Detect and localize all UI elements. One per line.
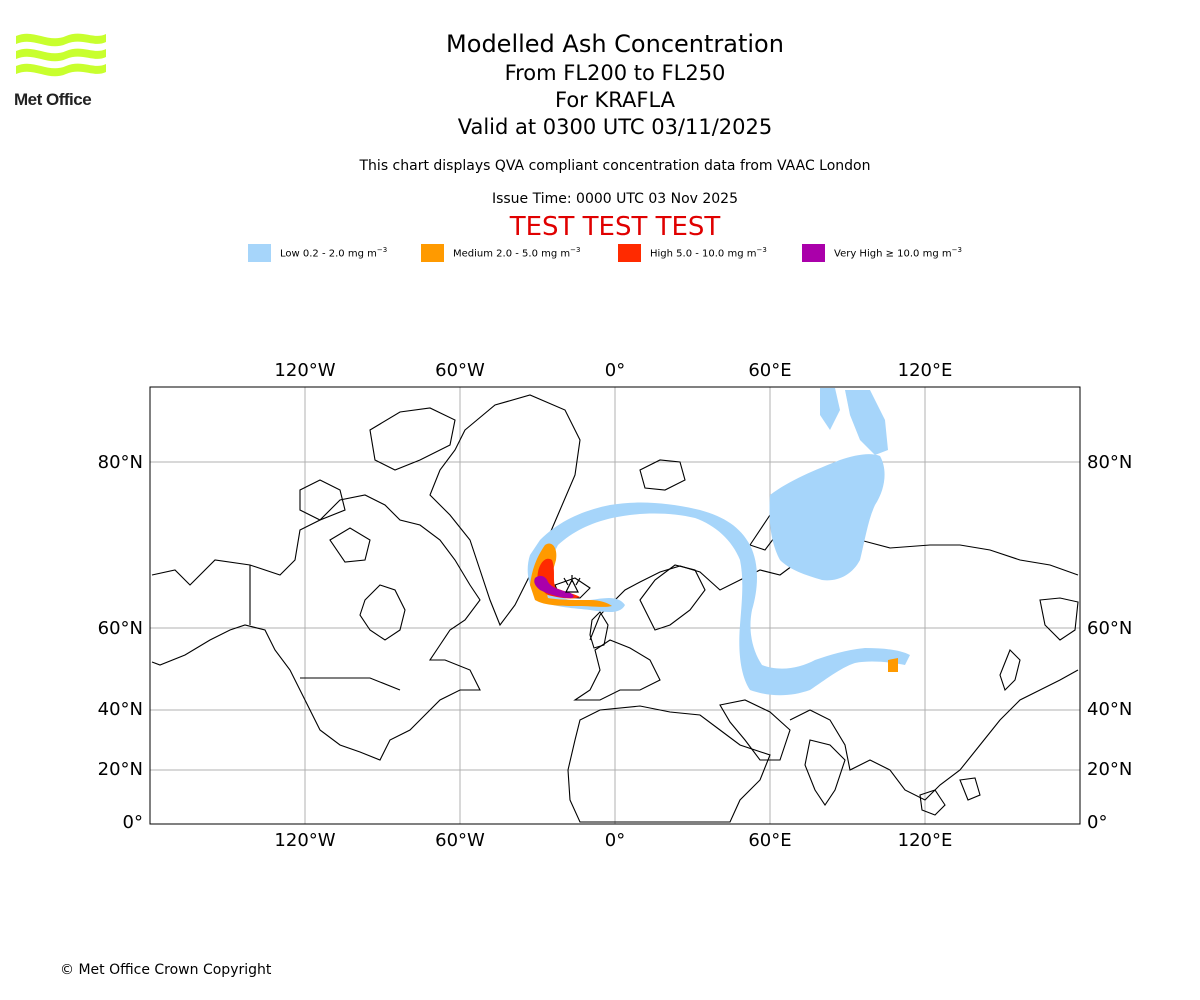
lon-label: 120°W (274, 360, 335, 381)
logo-text: Met Office (14, 90, 92, 109)
subtitle: This chart displays QVA compliant concen… (359, 158, 871, 174)
ash-low-plume (527, 388, 910, 696)
logo-waves-icon (16, 33, 106, 77)
legend-item-high: High 5.0 - 10.0 mg m−3 (618, 244, 767, 262)
ash-map: 120°W 60°W 0° 60°E 120°E 120°W 60°W 0° 6… (0, 340, 1200, 860)
lat-label: 20°N (1087, 759, 1132, 780)
test-banner: TEST TEST TEST (509, 212, 721, 242)
lon-label: 60°W (435, 830, 485, 851)
lat-label: 40°N (1087, 699, 1132, 720)
legend-item-low: Low 0.2 - 2.0 mg m−3 (248, 244, 387, 262)
legend-exponent: −3 (951, 246, 962, 255)
legend-item-medium: Medium 2.0 - 5.0 mg m−3 (421, 244, 580, 262)
lat-label: 80°N (98, 452, 143, 473)
legend-exponent: −3 (756, 246, 767, 255)
chart-titles: Modelled Ash Concentration From FL200 to… (0, 28, 1200, 141)
legend-swatch-very-high (802, 244, 825, 262)
volcano-icon (563, 575, 581, 593)
map-frame (149, 386, 1081, 825)
legend-exponent: −3 (570, 246, 581, 255)
met-office-logo: Met Office (14, 30, 108, 114)
lat-label: 60°N (98, 618, 143, 639)
lat-label: 0° (1087, 812, 1107, 833)
copyright: © Met Office Crown Copyright (60, 962, 272, 978)
valid-time: Valid at 0300 UTC 03/11/2025 (457, 115, 773, 139)
lat-label: 40°N (98, 699, 143, 720)
map-svg: 120°W 60°W 0° 60°E 120°E 120°W 60°W 0° 6… (98, 360, 1133, 851)
lon-label: 120°W (274, 830, 335, 851)
lon-label: 60°E (748, 360, 791, 381)
lon-label: 0° (605, 830, 625, 851)
legend-swatch-medium (421, 244, 444, 262)
lat-label: 60°N (1087, 618, 1132, 639)
legend-label-high: High 5.0 - 10.0 mg m (650, 248, 757, 260)
issue-time: Issue Time: 0000 UTC 03 Nov 2025 (491, 191, 739, 207)
volcano-name: For KRAFLA (555, 88, 675, 112)
legend-exponent: −3 (376, 246, 388, 255)
lat-label: 20°N (98, 759, 143, 780)
lon-label: 60°E (748, 830, 791, 851)
lon-labels-bottom: 120°W 60°W 0° 60°E 120°E (274, 830, 952, 851)
coastlines (151, 394, 1079, 823)
legend-label-very-high: Very High ≥ 10.0 mg m (834, 248, 952, 260)
lat-labels-left: 80°N 60°N 40°N 20°N 0° (98, 452, 143, 833)
flight-levels: From FL200 to FL250 (504, 61, 726, 85)
lon-label: 60°W (435, 360, 485, 381)
page-title: Modelled Ash Concentration (446, 30, 784, 58)
legend-swatch-low (248, 244, 271, 262)
legend-label-medium: Medium 2.0 - 5.0 mg m (453, 248, 571, 260)
lon-label: 0° (605, 360, 625, 381)
ash-very-high-plume (534, 575, 574, 598)
lat-labels-right: 80°N 60°N 40°N 20°N 0° (1087, 452, 1132, 833)
lat-label: 0° (123, 812, 143, 833)
lon-labels-top: 120°W 60°W 0° 60°E 120°E (274, 360, 952, 381)
lon-label: 120°E (898, 360, 953, 381)
lon-label: 120°E (898, 830, 953, 851)
legend-swatch-high (618, 244, 641, 262)
lat-label: 80°N (1087, 452, 1132, 473)
legend-item-very-high: Very High ≥ 10.0 mg m−3 (802, 244, 962, 262)
legend-label-low: Low 0.2 - 2.0 mg m (280, 248, 377, 260)
